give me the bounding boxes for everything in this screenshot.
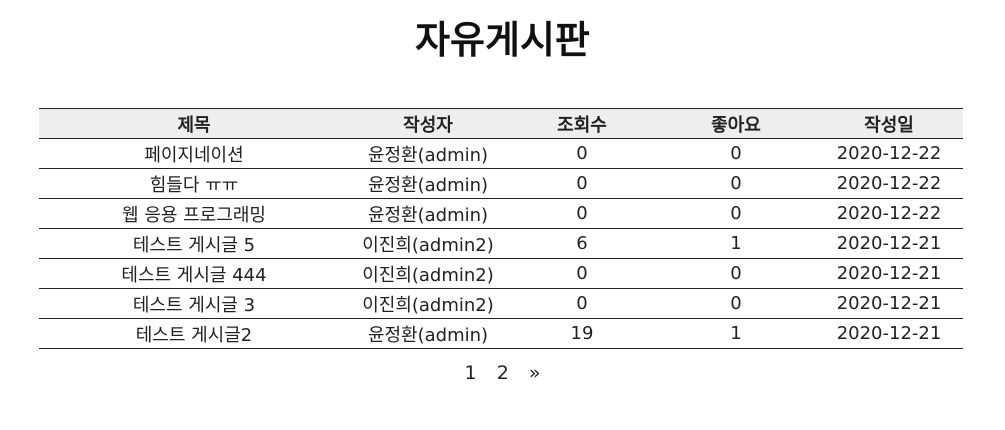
post-likes: 1	[657, 318, 815, 349]
post-author: 이진희(admin2)	[349, 228, 507, 259]
post-views: 6	[507, 228, 657, 259]
table-header-row: 제목 작성자 조회수 좋아요 작성일	[39, 108, 963, 139]
post-likes: 0	[657, 168, 815, 199]
table-row[interactable]: 웹 응용 프로그래밍 윤정환(admin) 0 0 2020-12-22	[39, 198, 963, 229]
table-row[interactable]: 페이지네이션 윤정환(admin) 0 0 2020-12-22	[39, 138, 963, 169]
post-date: 2020-12-22	[815, 168, 963, 199]
post-author: 윤정환(admin)	[349, 168, 507, 199]
header-views: 조회수	[507, 108, 657, 139]
table-row[interactable]: 테스트 게시글 5 이진희(admin2) 6 1 2020-12-21	[39, 228, 963, 259]
pagination: 1 2 »	[0, 362, 1005, 384]
post-views: 0	[507, 198, 657, 229]
post-views: 0	[507, 288, 657, 319]
post-author: 윤정환(admin)	[349, 198, 507, 229]
post-likes: 0	[657, 198, 815, 229]
post-views: 0	[507, 258, 657, 289]
board-table: 제목 작성자 조회수 좋아요 작성일 페이지네이션 윤정환(admin) 0 0…	[39, 108, 963, 349]
post-views: 0	[507, 168, 657, 199]
post-date: 2020-12-21	[815, 318, 963, 349]
post-title-link[interactable]: 테스트 게시글2	[39, 318, 349, 349]
header-likes: 좋아요	[657, 108, 815, 139]
header-date: 작성일	[815, 108, 963, 139]
post-likes: 1	[657, 228, 815, 259]
post-views: 19	[507, 318, 657, 349]
post-author: 이진희(admin2)	[349, 258, 507, 289]
post-title-link[interactable]: 테스트 게시글 444	[39, 258, 349, 289]
table-row[interactable]: 테스트 게시글2 윤정환(admin) 19 1 2020-12-21	[39, 318, 963, 349]
post-title-link[interactable]: 페이지네이션	[39, 138, 349, 169]
header-author: 작성자	[349, 108, 507, 139]
post-date: 2020-12-21	[815, 288, 963, 319]
post-date: 2020-12-22	[815, 138, 963, 169]
next-page-link[interactable]: »	[528, 362, 541, 384]
page-title: 자유게시판	[415, 18, 590, 62]
post-title-link[interactable]: 웹 응용 프로그래밍	[39, 198, 349, 229]
post-author: 윤정환(admin)	[349, 138, 507, 169]
table-row[interactable]: 테스트 게시글 444 이진희(admin2) 0 0 2020-12-21	[39, 258, 963, 289]
post-likes: 0	[657, 258, 815, 289]
header-title: 제목	[39, 108, 349, 139]
post-author: 윤정환(admin)	[349, 318, 507, 349]
post-date: 2020-12-21	[815, 258, 963, 289]
page-link-1[interactable]: 1	[464, 362, 477, 384]
post-likes: 0	[657, 288, 815, 319]
table-row[interactable]: 테스트 게시글 3 이진희(admin2) 0 0 2020-12-21	[39, 288, 963, 319]
table-row[interactable]: 힘들다 ㅠㅠ 윤정환(admin) 0 0 2020-12-22	[39, 168, 963, 199]
post-date: 2020-12-22	[815, 198, 963, 229]
post-author: 이진희(admin2)	[349, 288, 507, 319]
post-title-link[interactable]: 테스트 게시글 3	[39, 288, 349, 319]
post-likes: 0	[657, 138, 815, 169]
post-views: 0	[507, 138, 657, 169]
post-date: 2020-12-21	[815, 228, 963, 259]
page-link-2[interactable]: 2	[496, 362, 509, 384]
post-title-link[interactable]: 힘들다 ㅠㅠ	[39, 168, 349, 199]
post-title-link[interactable]: 테스트 게시글 5	[39, 228, 349, 259]
